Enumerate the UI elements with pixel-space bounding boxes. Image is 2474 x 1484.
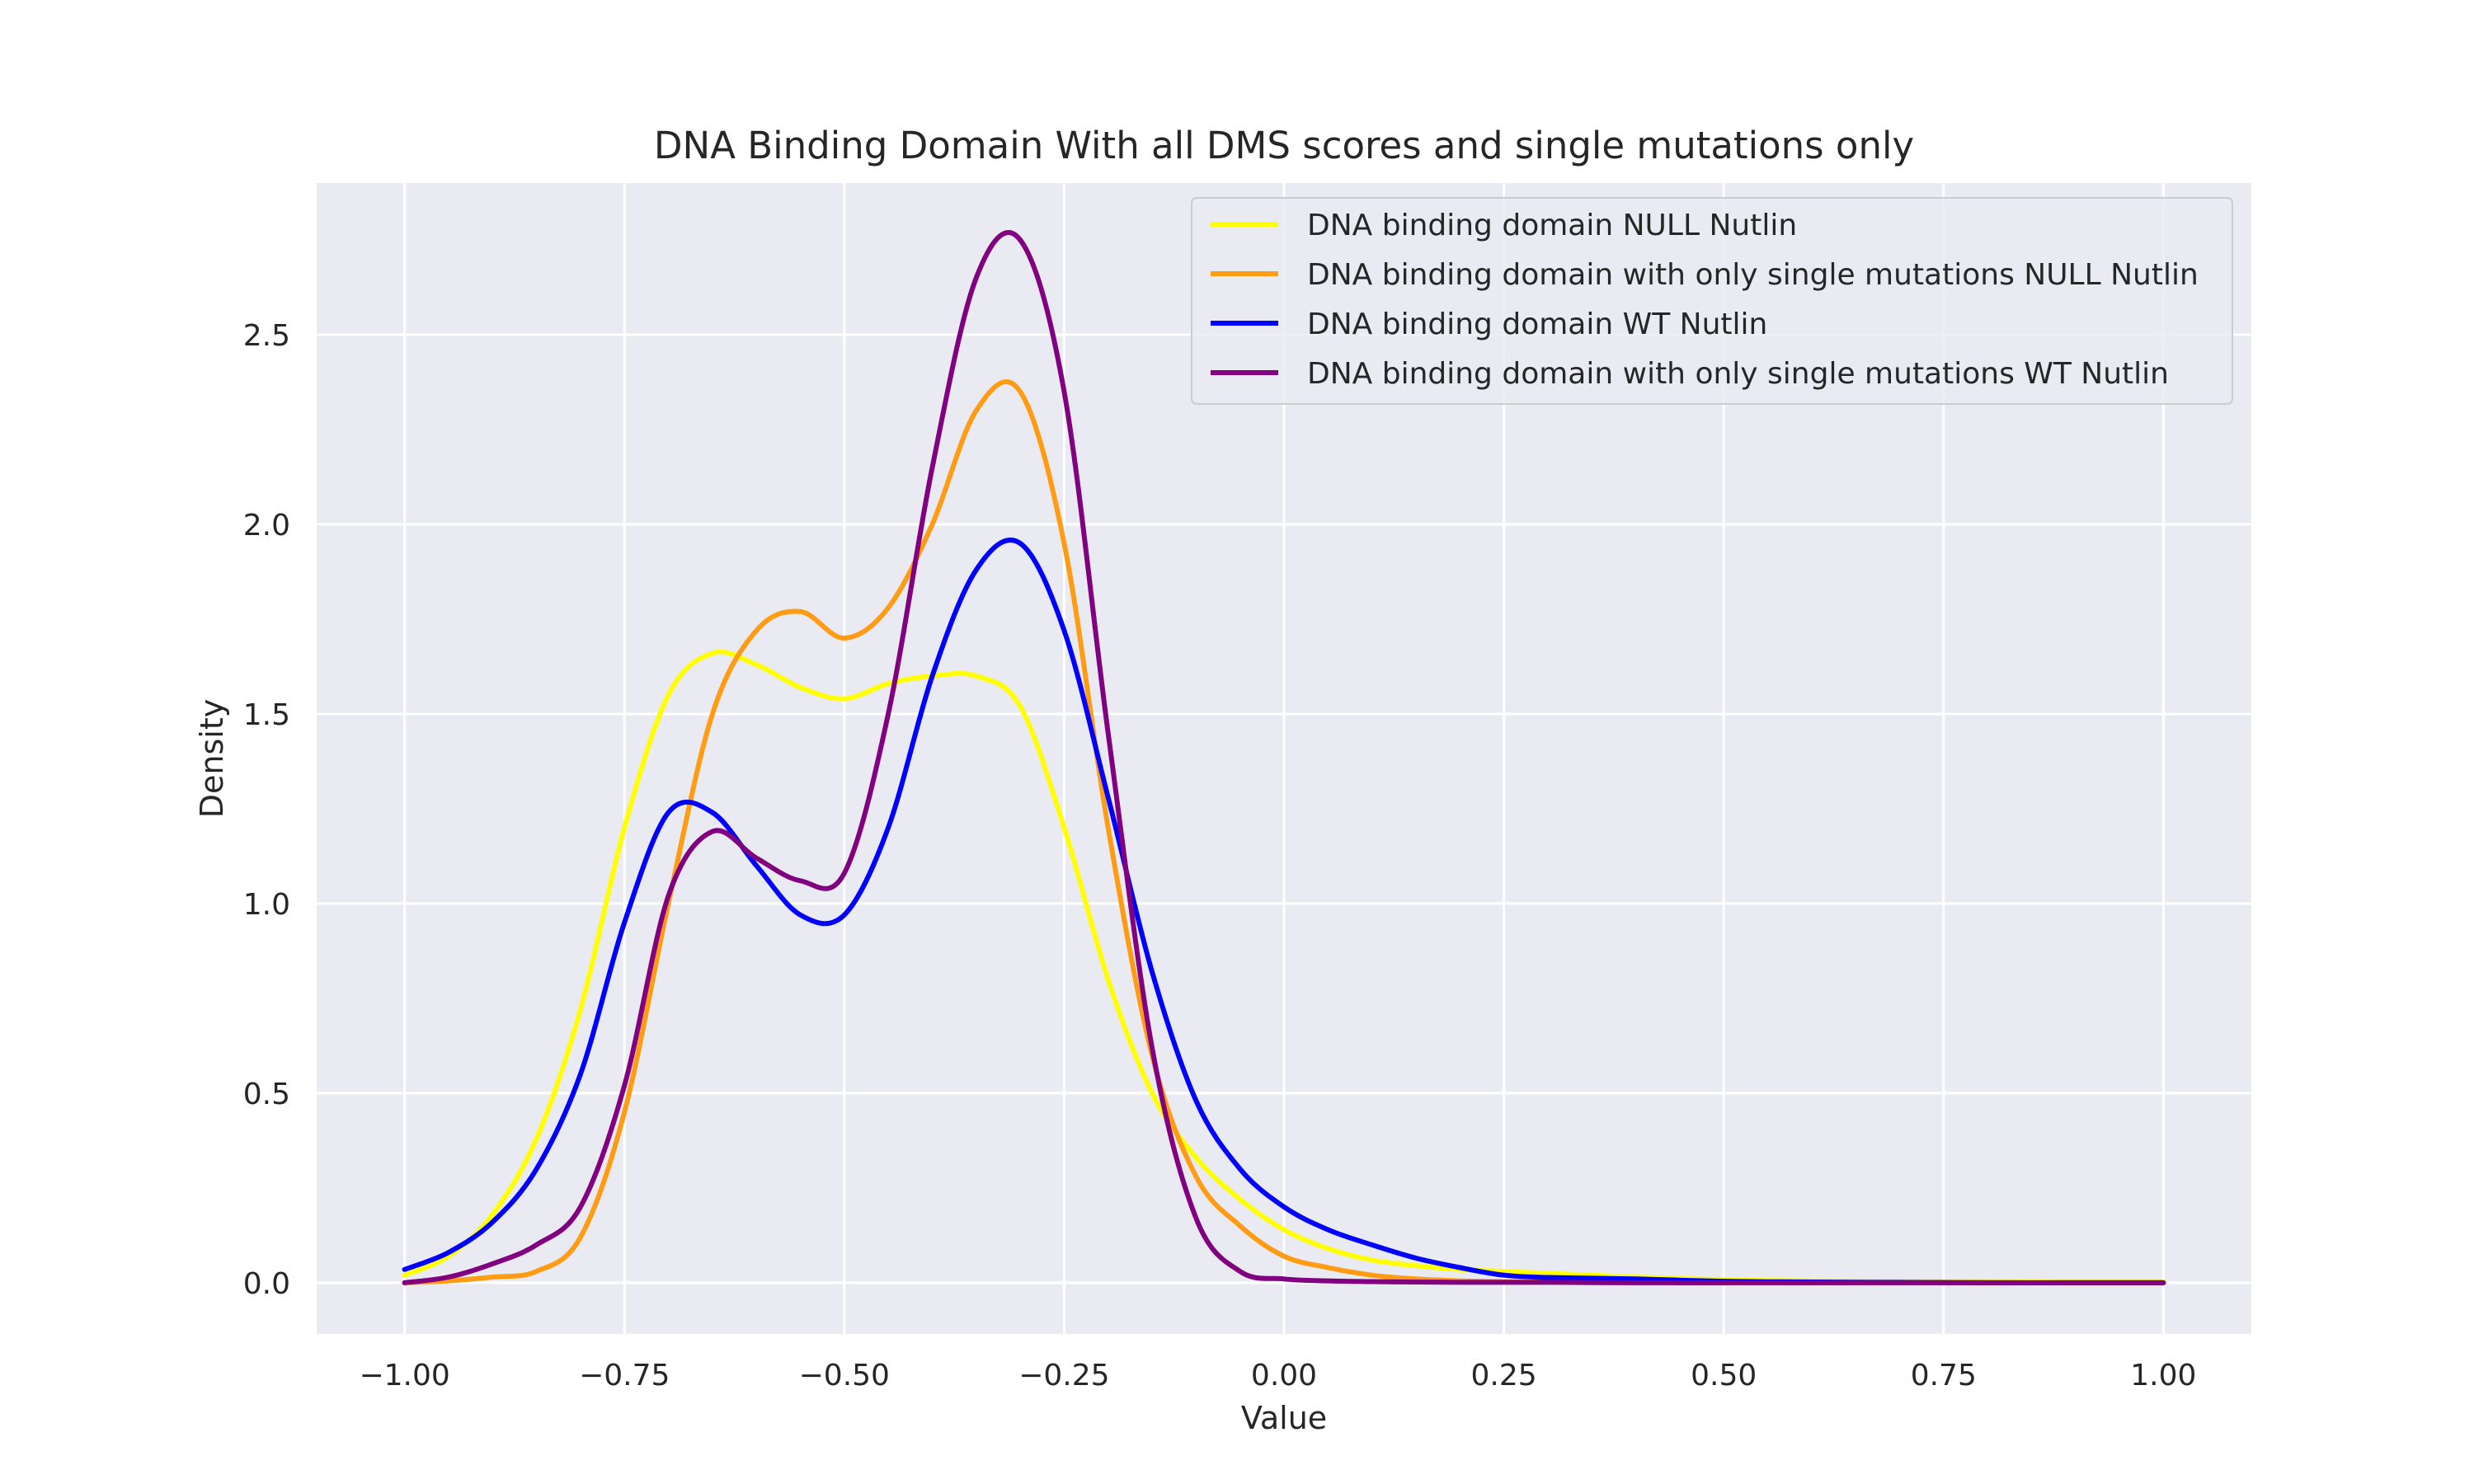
y-tick-label: 0.0 bbox=[243, 1267, 290, 1301]
chart-title: DNA Binding Domain With all DMS scores a… bbox=[654, 124, 1914, 167]
x-tick-label: 0.50 bbox=[1691, 1359, 1757, 1392]
x-axis-ticks: −1.00 −0.75 −0.50 −0.25 0.00 0.25 0.50 0.75 1.00 bbox=[359, 1359, 2196, 1392]
y-tick-label: 1.0 bbox=[243, 888, 290, 922]
y-axis-ticks: 0.0 0.5 1.0 1.5 2.0 2.5 bbox=[243, 319, 290, 1301]
legend-label: DNA binding domain NULL Nutlin bbox=[1307, 209, 1797, 242]
x-tick-label: −0.50 bbox=[799, 1359, 890, 1392]
series-line-4 bbox=[402, 230, 2166, 1285]
legend-label: DNA binding domain with only single muta… bbox=[1307, 258, 2199, 292]
y-axis-label: Density bbox=[194, 699, 230, 818]
legend-label: DNA binding domain WT Nutlin bbox=[1307, 308, 1767, 341]
x-tick-label: −0.75 bbox=[579, 1359, 670, 1392]
y-tick-label: 2.5 bbox=[243, 319, 290, 353]
x-tick-label: −1.00 bbox=[359, 1359, 449, 1392]
x-tick-label: 1.00 bbox=[2130, 1359, 2196, 1392]
x-tick-label: 0.00 bbox=[1251, 1359, 1317, 1392]
y-tick-label: 1.5 bbox=[243, 698, 290, 732]
x-tick-label: 0.75 bbox=[1911, 1359, 1977, 1392]
x-tick-label: 0.25 bbox=[1471, 1359, 1537, 1392]
legend-label: DNA binding domain with only single muta… bbox=[1307, 357, 2169, 391]
x-axis-label: Value bbox=[1241, 1400, 1327, 1436]
y-tick-label: 0.5 bbox=[243, 1078, 290, 1111]
series-lines bbox=[402, 230, 2166, 1285]
legend: DNA binding domain NULL Nutlin DNA bindin… bbox=[1191, 197, 2233, 405]
legend-box bbox=[1191, 197, 2233, 405]
x-tick-label: −0.25 bbox=[1018, 1359, 1109, 1392]
y-tick-label: 2.0 bbox=[243, 509, 290, 542]
